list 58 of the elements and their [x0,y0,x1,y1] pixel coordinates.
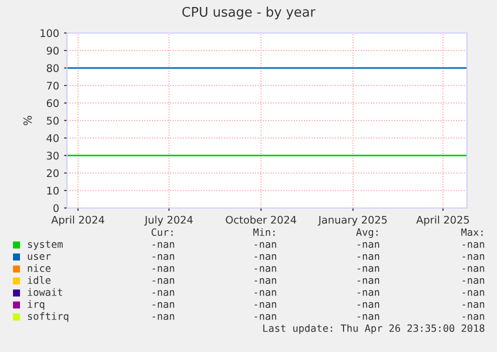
text: -nan [462,242,484,248]
text: -nan [462,278,484,284]
x-tick-label: July 2024 [144,216,193,226]
text: -nan [254,302,276,308]
text: -nan [462,302,484,308]
text: -nan [358,266,380,272]
legend-label: iowait [28,288,62,296]
x-tick-label: April 2025 [416,216,469,226]
y-tick-label: 30 [46,152,59,160]
y-tick-label: 90 [46,46,59,55]
text: -nan [462,314,484,320]
text: -nan [462,266,484,272]
y-tick-label: 20 [46,169,59,178]
text: -nan [358,290,380,296]
text: Cur: [152,228,173,236]
y-tick-label: 0 [53,204,59,212]
y-tick-label: 60 [46,99,59,108]
text: Min: [253,228,275,236]
text: -nan [254,266,276,272]
legend-label: nice [28,264,50,272]
text: -nan [254,242,276,248]
text: -nan [254,290,276,296]
text: Last update: Thu Apr 26 23:35:00 2018 [263,324,484,334]
text: -nan [152,314,174,320]
legend-label: irq [28,300,44,310]
text: -nan [254,278,276,284]
text: -nan [152,242,174,248]
text: -nan [152,266,174,272]
x-tick-label: January 2025 [318,216,387,226]
text: -nan [152,290,174,296]
text: -nan [254,314,276,320]
x-tick-label: October 2024 [226,216,296,224]
text: -nan [254,254,276,260]
text: -nan [462,254,484,260]
text: -nan [358,242,380,248]
y-tick-label: 100 [40,29,59,38]
y-tick-label: 80 [46,64,59,72]
chart-title: CPU usage - by year [182,6,316,20]
legend-label: system [28,240,63,250]
text: -nan [152,278,174,284]
y-tick-label: 10 [47,186,59,195]
text: -nan [358,314,380,320]
text: -nan [152,254,174,260]
y-tick-label: 50 [46,116,59,125]
text: -nan [358,254,380,260]
legend-label: softirq [28,312,68,322]
x-tick-label: April 2024 [51,216,104,226]
text: Avg: [356,228,378,238]
y-tick-label: 40 [46,134,59,142]
legend-label: user [28,254,51,260]
y-tick-label: 70 [46,82,59,90]
text: Max: [461,228,483,236]
text: -nan [358,278,380,284]
text: -nan [152,302,174,308]
text: -nan [358,302,380,308]
legend-label: idle [28,276,50,284]
text: -nan [462,290,484,296]
y-axis-title: % [23,116,32,126]
